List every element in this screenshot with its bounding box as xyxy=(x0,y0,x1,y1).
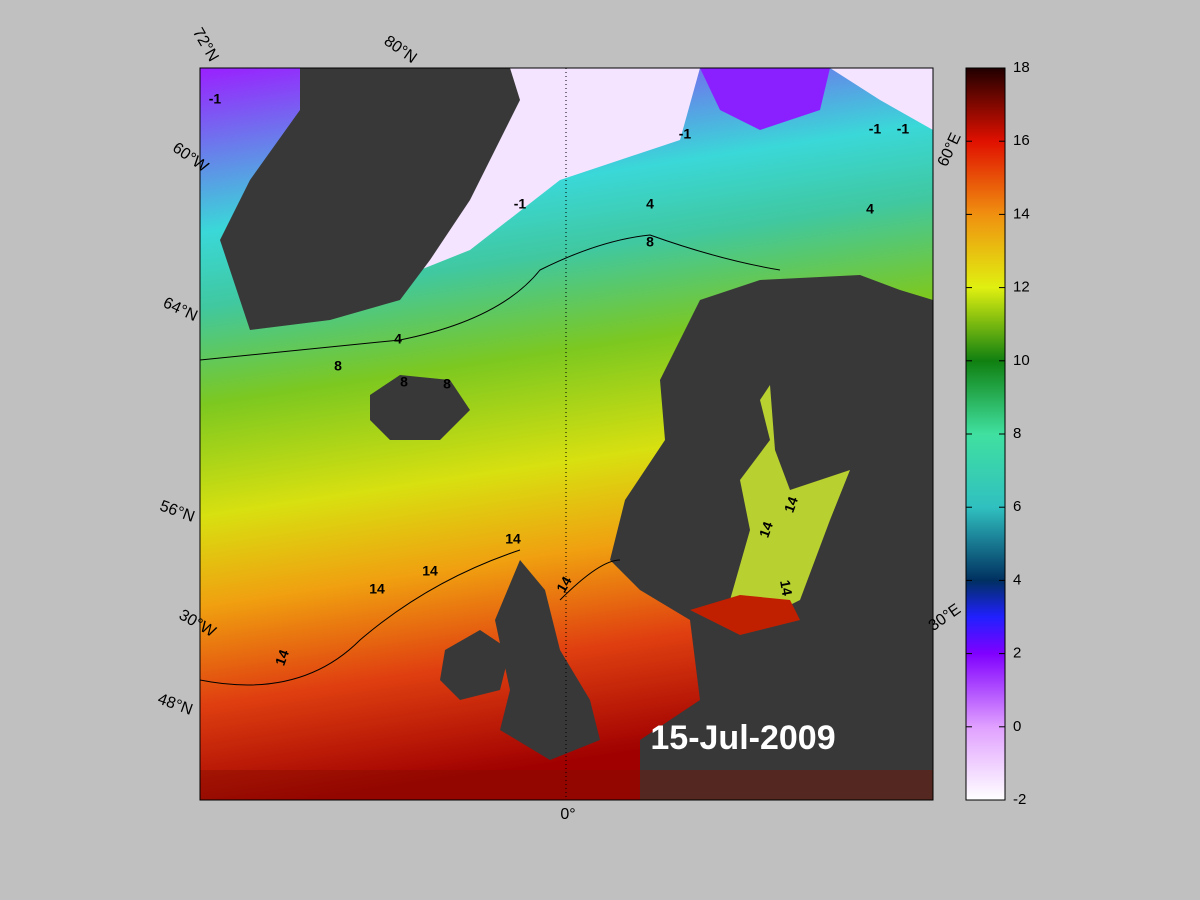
contour-label: 4 xyxy=(394,331,402,347)
colorbar-tick-label: 2 xyxy=(1013,645,1021,662)
contour-label: 14 xyxy=(553,573,575,595)
contour-14 xyxy=(200,549,621,686)
contour-label: 14 xyxy=(369,581,385,597)
colorbar-tick-label: 10 xyxy=(1013,352,1030,369)
colorbar-tick-label: 12 xyxy=(1013,279,1030,296)
baltic-sea xyxy=(730,385,850,620)
contour-label: -1 xyxy=(679,126,692,142)
colorbar-tick-label: 8 xyxy=(1013,425,1021,442)
contour-label: -1 xyxy=(514,196,527,212)
great-britain xyxy=(495,560,600,760)
graticule-label: 56°N xyxy=(157,498,196,526)
colorbar-tick-label: 16 xyxy=(1013,132,1030,149)
colorbar-ticks: -2 0 2 4 6 8 10 12 14 16 18 xyxy=(966,59,1030,808)
contour-label: 4 xyxy=(646,196,654,212)
contour-label: -1 xyxy=(869,121,882,137)
graticule-label: 0° xyxy=(560,806,575,823)
graticule-label: 80°N xyxy=(381,33,420,67)
contour-label: 14 xyxy=(505,531,521,547)
contour-label: 14 xyxy=(756,519,776,539)
colorbar-tick-label: 14 xyxy=(1013,205,1030,222)
colorbar xyxy=(965,67,1006,801)
colorbar-tick-label: 18 xyxy=(1013,59,1030,76)
sea-ice xyxy=(830,68,933,130)
contour-label: 4 xyxy=(866,201,874,217)
greenland xyxy=(220,68,520,330)
colorbar-tick-label: 6 xyxy=(1013,498,1021,515)
contour-label: 14 xyxy=(777,579,795,597)
contour-8 xyxy=(200,234,781,361)
colorbar-tick-label: -2 xyxy=(1013,791,1026,808)
contour-label: 8 xyxy=(443,376,451,392)
map-area xyxy=(200,68,933,800)
contour-label: 8 xyxy=(334,358,342,374)
iceland xyxy=(370,375,470,440)
sea-ice xyxy=(420,68,700,270)
colorbar-tick-label: 0 xyxy=(1013,718,1021,735)
contour-label: 14 xyxy=(781,494,801,514)
barents-cold xyxy=(700,68,830,130)
date-label: 15-Jul-2009 xyxy=(650,719,835,757)
graticule-label: 60°E xyxy=(935,130,965,169)
contour-label: -1 xyxy=(209,91,222,107)
graticule-label: 72°N xyxy=(189,25,222,64)
contour-label: -1 xyxy=(897,121,910,137)
graticule-label: 48°N xyxy=(155,691,194,719)
graticule-label: 64°N xyxy=(160,294,200,325)
contour-label: 8 xyxy=(646,234,654,250)
contour-label: 14 xyxy=(422,563,438,579)
ireland xyxy=(440,630,510,700)
contour-label: 8 xyxy=(400,374,408,390)
contour-label: 14 xyxy=(272,647,292,667)
baltic-south xyxy=(690,595,800,635)
colorbar-tick-label: 4 xyxy=(1013,571,1021,588)
